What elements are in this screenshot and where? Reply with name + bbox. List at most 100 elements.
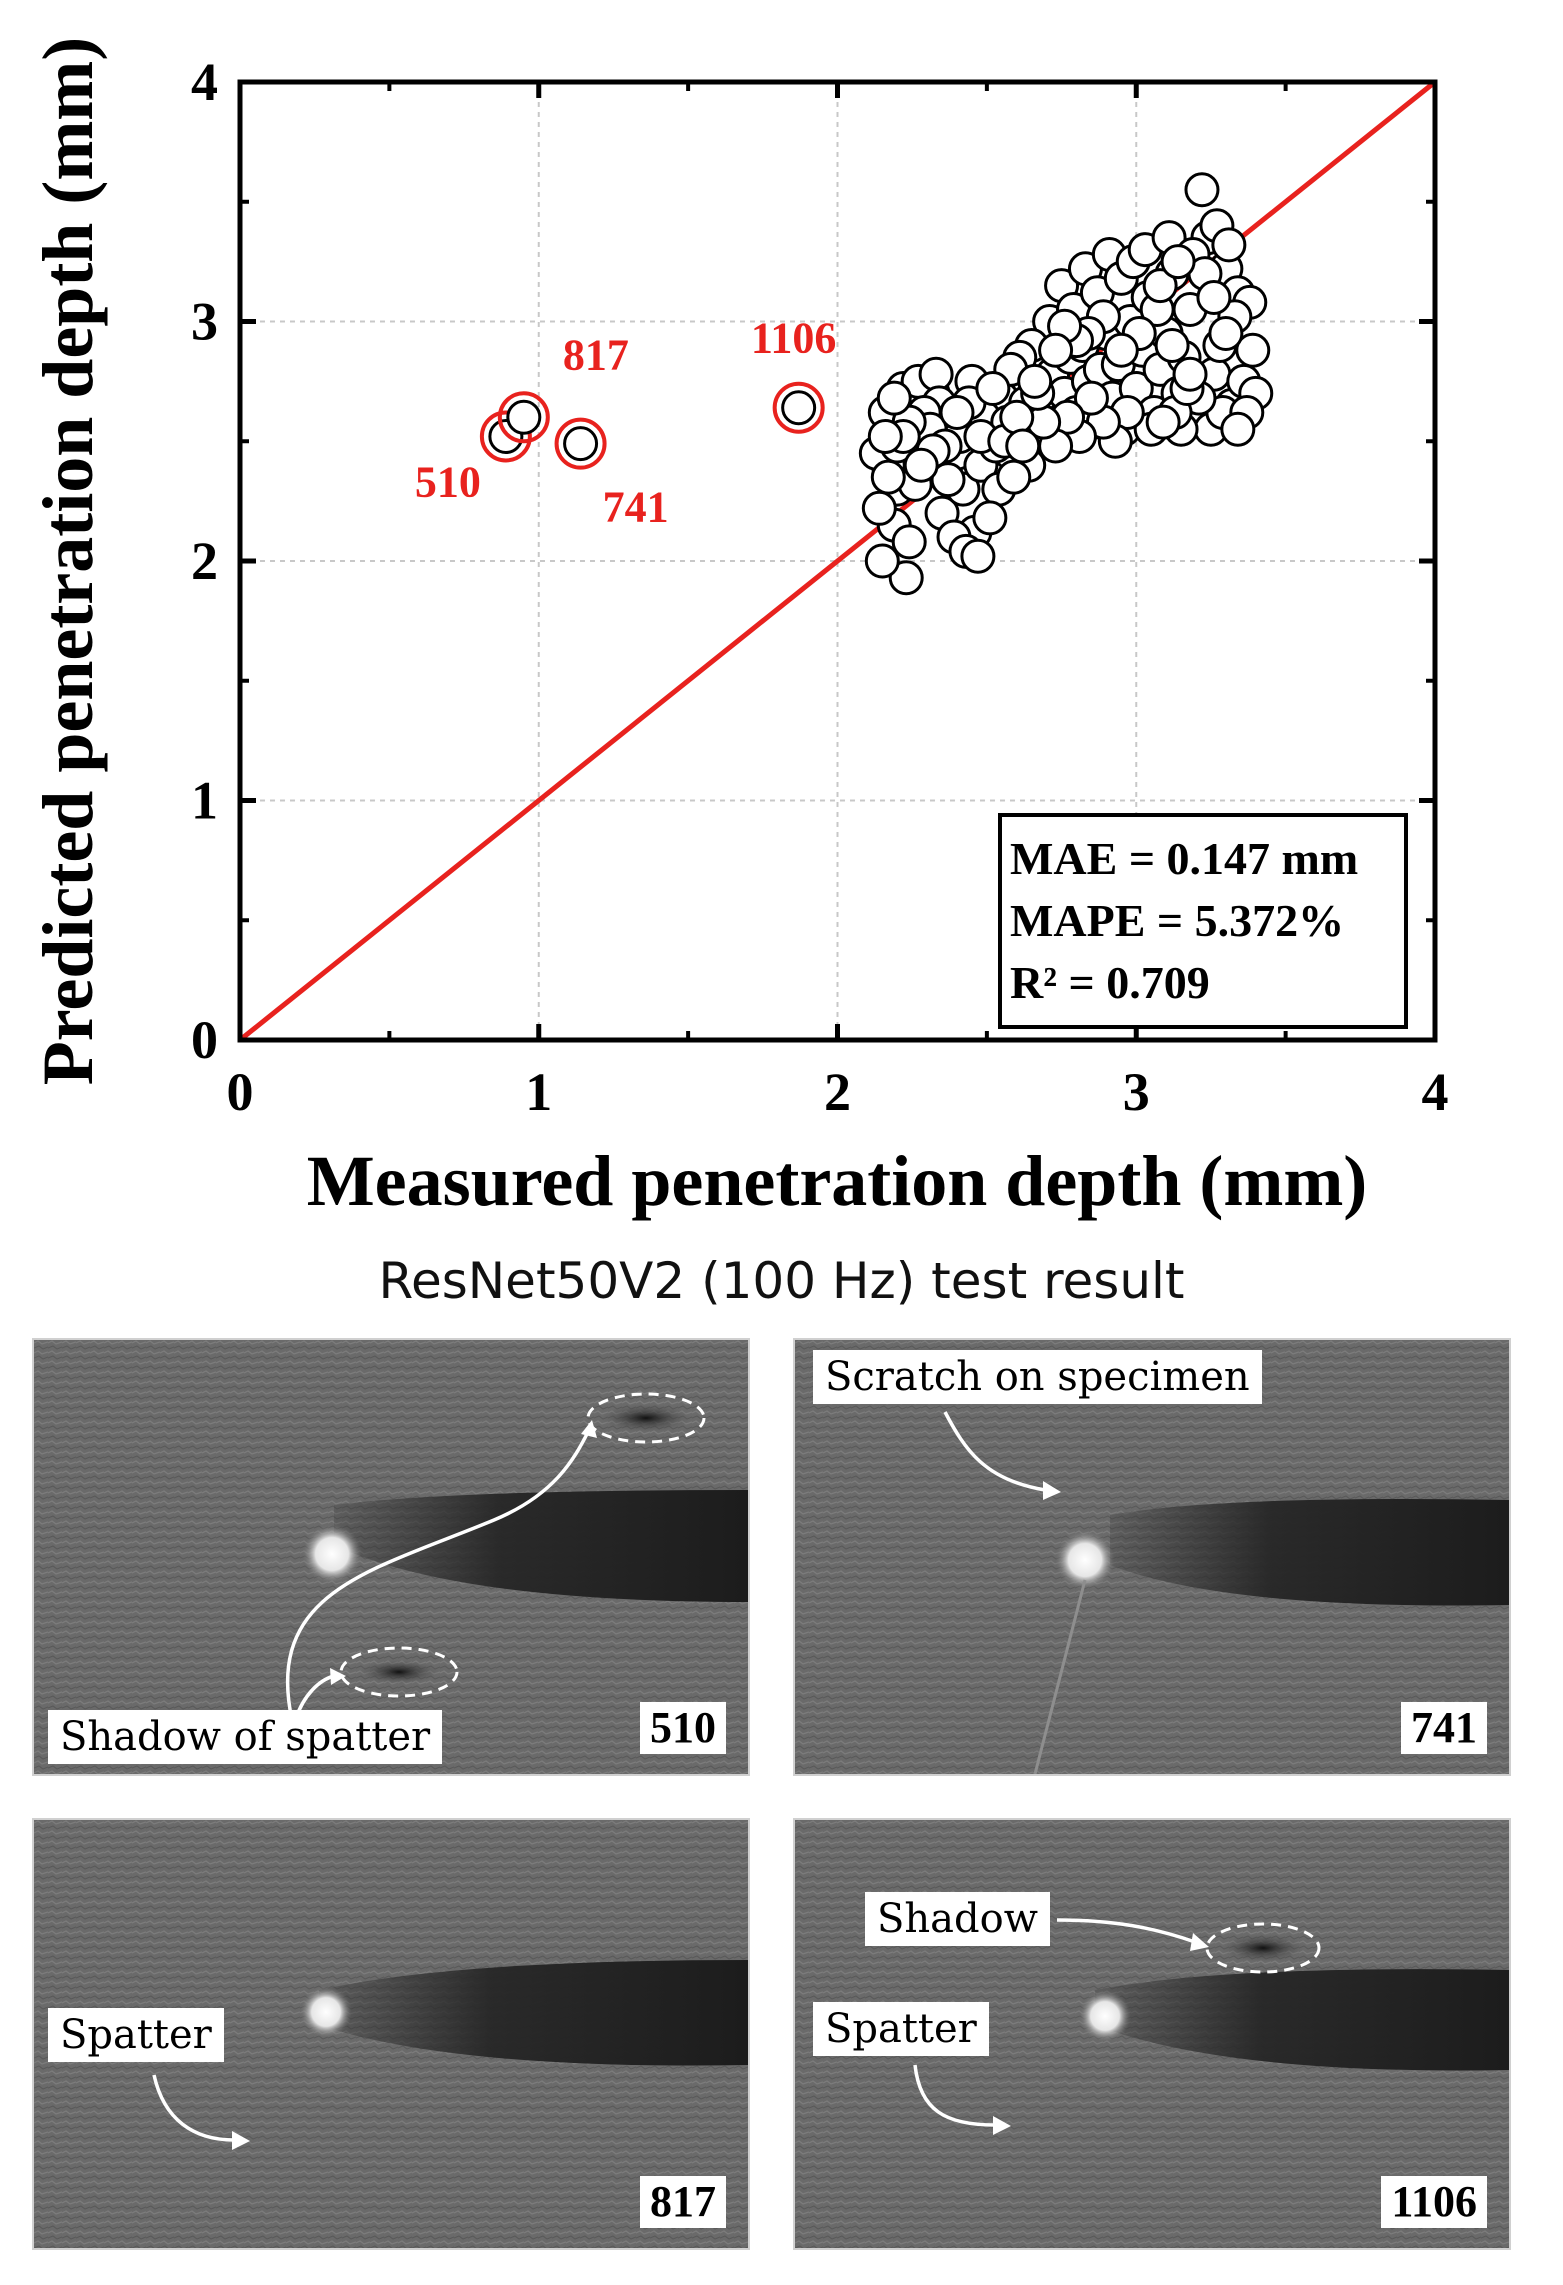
weld-trail	[1095, 1969, 1509, 2071]
image-panel-1106: Shadow Spatter 1106	[793, 1818, 1511, 2250]
y-tick-label: 3	[191, 292, 218, 352]
highlighted-points: 510 817 741 1106	[415, 314, 837, 532]
highlighted-point	[781, 390, 817, 426]
highlighted-point	[506, 399, 542, 435]
data-point	[960, 538, 996, 574]
image-panel-510: Shadow of spatter 510	[32, 1338, 750, 1776]
x-axis-title: Measured penetration depth (mm)	[307, 1141, 1368, 1221]
data-point	[975, 371, 1011, 407]
highlight-label: 510	[415, 457, 481, 506]
x-tick-label: 0	[227, 1062, 254, 1122]
frame-number: 741	[1401, 1701, 1487, 1754]
highlight-label: 1106	[751, 314, 837, 363]
axis-tick-labels: 0 1 2 3 4 0 1 2 3 4	[191, 52, 1449, 1122]
highlight-label: 817	[563, 330, 629, 379]
x-tick-label: 4	[1422, 1062, 1449, 1122]
y-axis-title: Predicted penetration depth (mm)	[28, 37, 108, 1086]
data-point	[918, 356, 954, 392]
data-point	[888, 560, 924, 596]
highlight-label: 741	[603, 483, 669, 532]
data-point	[867, 418, 903, 454]
data-point	[876, 380, 912, 416]
data-point	[1235, 332, 1271, 368]
melt-pool-glow	[1055, 1530, 1115, 1590]
data-point	[930, 462, 966, 498]
image-panel-741: Scratch on specimen 741	[793, 1338, 1511, 1776]
arrowhead	[232, 2131, 250, 2150]
data-point	[1160, 244, 1196, 280]
frame-number: 510	[640, 1701, 726, 1754]
annotation-arrow	[943, 1411, 1046, 1492]
data-point	[1142, 268, 1178, 304]
y-tick-label: 4	[191, 52, 218, 112]
annotation-label: Spatter	[813, 2002, 989, 2056]
data-point	[861, 490, 897, 526]
data-point	[864, 543, 900, 579]
y-tick-label: 0	[191, 1010, 218, 1070]
annotation-arrow	[285, 1429, 591, 1721]
figure-caption: ResNet50V2 (100 Hz) test result	[378, 1252, 1185, 1310]
scratch-line	[1033, 1579, 1087, 1774]
data-point	[1154, 327, 1190, 363]
data-point	[1172, 356, 1208, 392]
highlight-ellipse	[339, 1646, 459, 1698]
melt-pool-glow	[300, 1986, 352, 2038]
data-point	[1145, 404, 1181, 440]
weld-trail	[1110, 1499, 1509, 1606]
annotation-label: Shadow of spatter	[48, 1710, 443, 1764]
melt-pool-image	[34, 1340, 748, 1774]
x-tick-label: 3	[1123, 1062, 1150, 1122]
scatter-chart: 510 817 741 1106 0 1 2 3 4 0 1 2 3 4 Measured penetr…	[28, 37, 1449, 1221]
data-point	[972, 500, 1008, 536]
shadow-spot	[359, 1660, 439, 1684]
annotation-label: Shadow	[865, 1892, 1050, 1946]
weld-trail	[334, 1490, 748, 1602]
shadow-spot	[1221, 1934, 1305, 1962]
data-point	[1208, 315, 1244, 351]
shadow-spot	[601, 1404, 691, 1432]
highlight-ring	[772, 381, 825, 434]
weld-trail	[319, 1960, 748, 2066]
highlight-ring	[554, 417, 607, 470]
annotation-label: Spatter	[48, 2008, 224, 2062]
annotation-label: Scratch on specimen	[813, 1350, 1262, 1404]
frame-number: 1106	[1381, 2175, 1487, 2228]
data-point	[870, 459, 906, 495]
data-point	[996, 459, 1032, 495]
metrics-box: MAE = 0.147 mm MAPE = 5.372% R² = 0.709	[998, 813, 1408, 1029]
arrowhead	[581, 1420, 597, 1438]
metrics-box-frame	[998, 813, 1408, 1029]
highlight-ellipse	[1205, 1922, 1321, 1974]
x-tick-label: 2	[824, 1062, 851, 1122]
highlighted-point	[563, 426, 599, 462]
annotation-arrow	[152, 2074, 235, 2142]
data-point	[1220, 411, 1256, 447]
metric-mae: MAE = 0.147 mm	[1010, 833, 1358, 884]
data-point	[1073, 380, 1109, 416]
arrowhead	[330, 1668, 346, 1685]
arrowhead	[993, 2116, 1011, 2135]
melt-pool-image	[34, 1820, 748, 2248]
data-point	[1103, 332, 1139, 368]
highlight-ellipse	[586, 1392, 706, 1444]
data-point	[1017, 363, 1053, 399]
data-point	[1211, 227, 1247, 263]
data-point	[1196, 280, 1232, 316]
melt-pool-glow	[1079, 1990, 1131, 2042]
y-tick-label: 1	[191, 771, 218, 831]
y-tick-label: 2	[191, 531, 218, 591]
arrowhead	[1043, 1481, 1061, 1500]
arrowhead	[1190, 1933, 1209, 1951]
data-point	[903, 447, 939, 483]
data-point	[1038, 332, 1074, 368]
data-point	[1184, 172, 1220, 208]
highlight-ring	[479, 410, 532, 463]
melt-pool-glow	[302, 1524, 362, 1584]
data-point	[939, 395, 975, 431]
data-points	[858, 172, 1274, 596]
data-point	[891, 524, 927, 560]
image-panel-817: Spatter 817	[32, 1818, 750, 2250]
highlight-ring	[497, 391, 550, 444]
frame-number: 817	[640, 2175, 726, 2228]
